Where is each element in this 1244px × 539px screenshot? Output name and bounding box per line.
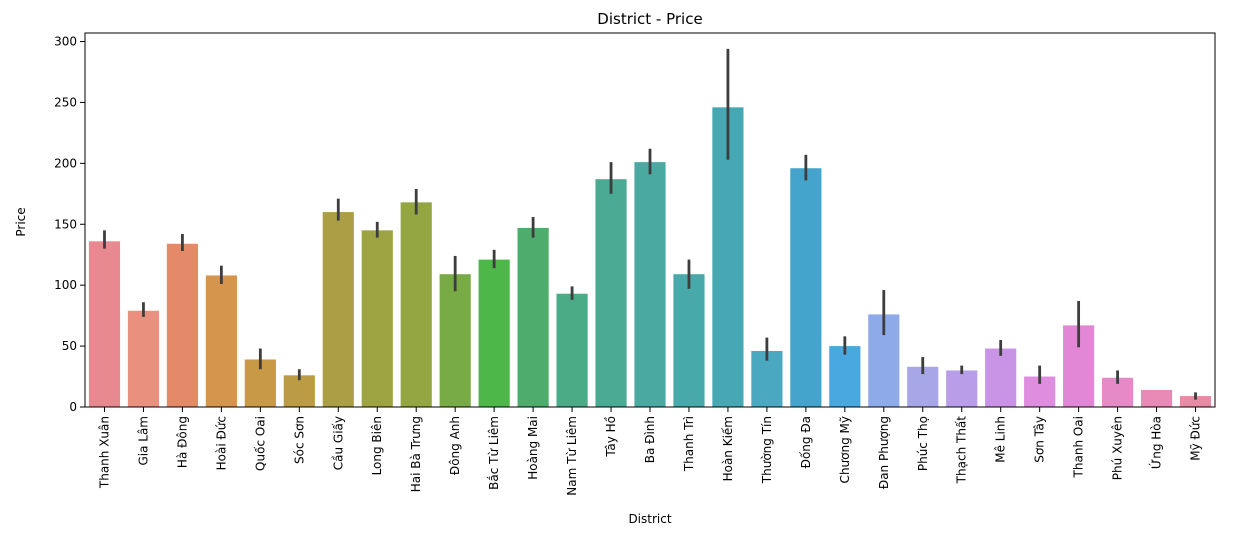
x-tick-label: Hoàng Mai bbox=[526, 416, 540, 480]
x-tick-label: Ứng Hòa bbox=[1149, 416, 1164, 469]
bar bbox=[790, 168, 822, 407]
x-tick-label: Sơn Tây bbox=[1033, 416, 1047, 463]
x-tick-label: Phúc Thọ bbox=[916, 416, 930, 471]
x-tick-label: Đống Đa bbox=[799, 416, 813, 468]
x-tick-label: Đông Anh bbox=[448, 416, 462, 475]
bar bbox=[946, 370, 978, 407]
x-tick-label: Thường Tín bbox=[760, 416, 774, 484]
chart-title: District - Price bbox=[597, 10, 702, 28]
bar bbox=[439, 274, 471, 407]
bar bbox=[322, 212, 354, 407]
bars bbox=[88, 107, 1212, 407]
x-tick-label: Nam Từ Liêm bbox=[565, 416, 579, 496]
x-tick-label: Quốc Oai bbox=[253, 416, 267, 471]
x-axis-ticks: Thanh Xuân Gia Lâm Hà Đông Hoài Đức Quốc Oai… bbox=[97, 407, 1203, 496]
bar bbox=[478, 259, 510, 407]
x-tick-label: Hai Bà Trưng bbox=[409, 416, 423, 492]
y-tick-label: 200 bbox=[54, 156, 77, 170]
y-axis-ticks: 0 50 100 150 200 250 300 bbox=[54, 35, 85, 414]
x-tick-label: Thanh Oai bbox=[1072, 416, 1086, 478]
x-tick-label: Gia Lâm bbox=[136, 416, 150, 466]
x-tick-label: Phú Xuyên bbox=[1111, 416, 1125, 480]
bar bbox=[166, 243, 198, 407]
bar bbox=[283, 375, 315, 407]
x-tick-label: Sóc Sơn bbox=[292, 416, 306, 464]
y-tick-label: 250 bbox=[54, 95, 77, 109]
bar bbox=[517, 227, 549, 407]
x-tick-label: Đan Phượng bbox=[877, 416, 891, 489]
bar bbox=[829, 346, 861, 407]
y-axis-label: Price bbox=[14, 207, 28, 236]
y-tick-label: 150 bbox=[54, 217, 77, 231]
y-tick-label: 300 bbox=[54, 35, 77, 49]
x-tick-label: Cầu Giấy bbox=[331, 416, 345, 470]
x-tick-label: Ba Đình bbox=[643, 416, 657, 463]
bar bbox=[127, 310, 160, 407]
bar bbox=[361, 230, 393, 407]
x-tick-label: Thanh Xuân bbox=[97, 416, 111, 489]
bar bbox=[985, 348, 1017, 407]
bar bbox=[595, 179, 627, 407]
plot-frame bbox=[84, 32, 1216, 408]
x-tick-label: Long Biên bbox=[370, 416, 384, 475]
bar bbox=[673, 274, 705, 407]
bar bbox=[556, 293, 588, 407]
x-tick-label: Mỹ Đức bbox=[1189, 416, 1203, 461]
x-tick-label: Bắc Từ Liêm bbox=[487, 416, 501, 490]
bar bbox=[205, 275, 237, 407]
x-tick-label: Tây Hồ bbox=[604, 416, 618, 458]
x-axis-label: District bbox=[628, 512, 671, 526]
x-tick-label: Thạch Thất bbox=[955, 416, 969, 485]
bar bbox=[1179, 396, 1212, 407]
x-tick-label: Hoài Đức bbox=[214, 416, 228, 470]
y-tick-label: 50 bbox=[62, 339, 77, 353]
bar bbox=[634, 162, 666, 407]
bar bbox=[1140, 389, 1173, 407]
bar bbox=[400, 202, 432, 407]
error-bars bbox=[103, 48, 1197, 400]
x-tick-label: Hà Đông bbox=[175, 416, 189, 468]
y-tick-label: 0 bbox=[69, 400, 77, 414]
y-tick-label: 100 bbox=[54, 278, 77, 292]
x-tick-label: Thanh Trì bbox=[682, 416, 696, 472]
x-tick-label: Hoàn Kiếm bbox=[721, 416, 735, 481]
x-tick-label: Chương Mỹ bbox=[838, 416, 852, 483]
bar bbox=[88, 241, 121, 407]
x-tick-label: Mê Linh bbox=[994, 416, 1008, 463]
